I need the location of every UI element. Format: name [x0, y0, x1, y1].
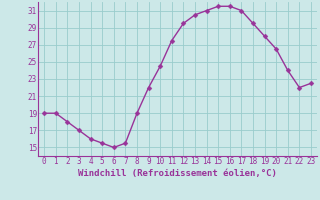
X-axis label: Windchill (Refroidissement éolien,°C): Windchill (Refroidissement éolien,°C): [78, 169, 277, 178]
